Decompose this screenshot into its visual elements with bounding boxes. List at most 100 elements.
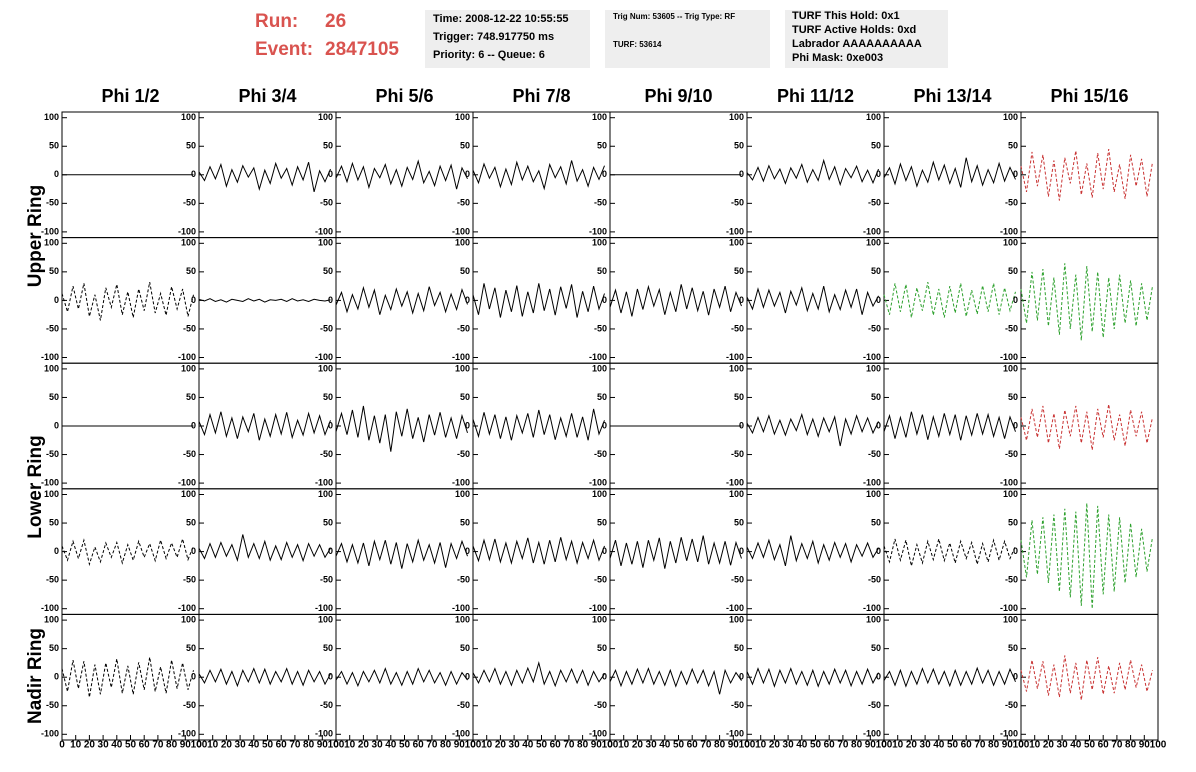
y-tick-label: 0	[876, 420, 881, 430]
y-tick-label: 100	[592, 238, 607, 248]
y-tick-label: 100	[181, 363, 196, 373]
x-tick-label: 90	[728, 740, 740, 751]
column-title: Phi 3/4	[238, 86, 296, 106]
y-tick-label: -50	[1005, 449, 1018, 459]
y-tick-label: 100	[318, 363, 333, 373]
y-tick-label: 0	[54, 169, 59, 179]
y-tick-label: 50	[460, 141, 470, 151]
y-tick-label: 50	[323, 141, 333, 151]
x-tick-label: 50	[262, 740, 274, 751]
y-tick-label: 100	[318, 238, 333, 248]
y-tick-label: 0	[54, 295, 59, 305]
y-tick-label: 0	[54, 420, 59, 430]
y-tick-label: 0	[602, 169, 607, 179]
y-tick-label: 100	[866, 614, 881, 624]
row-label: Nadir Ring	[25, 628, 46, 724]
y-tick-label: 0	[328, 169, 333, 179]
x-tick-label: 0	[333, 740, 339, 751]
info-box	[425, 10, 590, 68]
x-tick-label: 0	[881, 740, 887, 751]
waveform	[335, 159, 468, 190]
y-tick-label: 0	[739, 295, 744, 305]
y-tick-label: -100	[863, 603, 881, 613]
waveform	[609, 535, 742, 569]
y-tick-label: 100	[592, 112, 607, 122]
x-tick-label: 30	[372, 740, 384, 751]
column-title: Phi 15/16	[1050, 86, 1128, 106]
y-tick-label: 0	[739, 420, 744, 430]
waveform	[746, 535, 879, 567]
x-tick-label: 50	[536, 740, 548, 751]
y-tick-label: 0	[1013, 672, 1018, 682]
y-tick-label: -100	[178, 603, 196, 613]
x-tick-label: 70	[974, 740, 986, 751]
y-tick-label: -100	[863, 729, 881, 739]
waveform	[472, 160, 605, 191]
y-tick-label: -50	[731, 449, 744, 459]
x-tick-label: 40	[522, 740, 534, 751]
waveform	[198, 534, 331, 563]
y-tick-label: -100	[315, 603, 333, 613]
x-tick-label: 30	[1057, 740, 1069, 751]
waveform	[1020, 149, 1153, 201]
y-tick-label: 0	[191, 295, 196, 305]
y-tick-label: -100	[863, 226, 881, 236]
y-tick-label: 0	[328, 672, 333, 682]
y-tick-label: 100	[455, 112, 470, 122]
y-tick-label: -100	[41, 226, 59, 236]
x-tick-label: 80	[988, 740, 1000, 751]
x-tick-label: 100	[739, 740, 756, 751]
y-tick-label: -100	[589, 477, 607, 487]
x-tick-label: 70	[426, 740, 438, 751]
y-tick-label: 50	[49, 643, 59, 653]
x-tick-label: 80	[577, 740, 589, 751]
info-line: Labrador AAAAAAAAAA	[792, 38, 922, 50]
y-tick-label: -50	[1005, 700, 1018, 710]
y-tick-label: 50	[734, 643, 744, 653]
y-tick-label: 100	[455, 614, 470, 624]
y-tick-label: -50	[183, 449, 196, 459]
waveform	[1020, 503, 1153, 609]
y-tick-label: -100	[315, 352, 333, 362]
y-tick-label: -100	[452, 477, 470, 487]
y-tick-label: 50	[871, 643, 881, 653]
y-tick-label: -100	[863, 352, 881, 362]
x-tick-label: 30	[98, 740, 110, 751]
y-tick-label: -50	[320, 198, 333, 208]
waveform	[472, 283, 605, 318]
info-line: TURF This Hold: 0x1	[792, 10, 900, 22]
y-tick-label: -100	[452, 226, 470, 236]
y-tick-label: -100	[41, 352, 59, 362]
y-tick-label: -100	[589, 352, 607, 362]
info-line: TURF: 53614	[613, 40, 662, 49]
y-tick-label: 50	[597, 141, 607, 151]
y-tick-label: 0	[602, 546, 607, 556]
y-tick-label: 0	[876, 672, 881, 682]
y-tick-label: 100	[181, 112, 196, 122]
info-line: Phi Mask: 0xe003	[792, 52, 883, 64]
x-tick-label: 70	[152, 740, 164, 751]
y-tick-label: -50	[868, 700, 881, 710]
waveform	[335, 667, 468, 688]
y-tick-label: 100	[44, 238, 59, 248]
y-tick-label: 0	[465, 420, 470, 430]
y-tick-label: 100	[181, 238, 196, 248]
x-tick-label: 50	[673, 740, 685, 751]
y-tick-label: 50	[734, 141, 744, 151]
y-tick-label: -50	[594, 700, 607, 710]
y-tick-label: 100	[866, 363, 881, 373]
y-tick-label: 50	[597, 643, 607, 653]
y-tick-label: 50	[49, 141, 59, 151]
y-tick-label: 0	[739, 169, 744, 179]
y-tick-label: -50	[731, 575, 744, 585]
y-tick-label: -50	[457, 198, 470, 208]
x-tick-label: 40	[111, 740, 123, 751]
y-tick-label: -50	[868, 575, 881, 585]
x-tick-label: 0	[744, 740, 750, 751]
y-tick-label: -50	[594, 449, 607, 459]
y-tick-label: -100	[452, 352, 470, 362]
y-tick-label: 50	[49, 517, 59, 527]
row-label: Lower Ring	[25, 435, 46, 538]
y-tick-label: -100	[315, 729, 333, 739]
y-tick-label: 0	[465, 295, 470, 305]
